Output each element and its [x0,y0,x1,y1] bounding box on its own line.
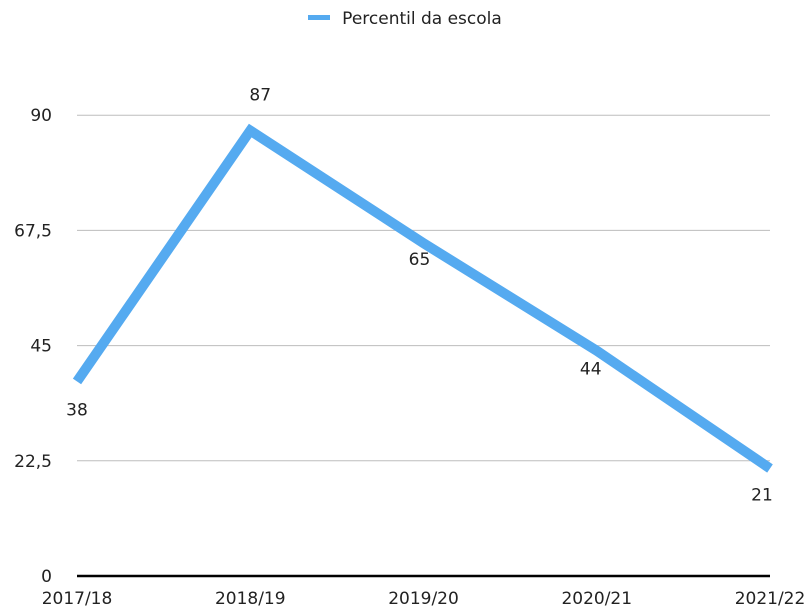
y-tick-label: 22,5 [14,452,52,472]
y-tick-label: 45 [30,337,52,357]
series-line [72,123,773,473]
data-label: 21 [751,485,773,505]
x-tick-label: 2021/22 [735,589,806,609]
y-tick-label: 67,5 [14,221,52,241]
y-tick-label: 90 [30,106,52,126]
x-tick-label: 2017/18 [42,589,113,609]
x-tick-label: 2020/21 [561,589,632,609]
legend-swatch [308,14,331,20]
data-label: 44 [580,360,602,380]
data-label: 38 [66,400,88,420]
y-tick-label: 0 [41,567,52,587]
legend: Percentil da escola [0,9,810,29]
x-tick-label: 2018/19 [215,589,286,609]
data-label: 65 [409,250,431,270]
legend-label: Percentil da escola [342,9,502,29]
data-label: 87 [249,86,271,106]
x-tick-label: 2019/20 [388,589,459,609]
